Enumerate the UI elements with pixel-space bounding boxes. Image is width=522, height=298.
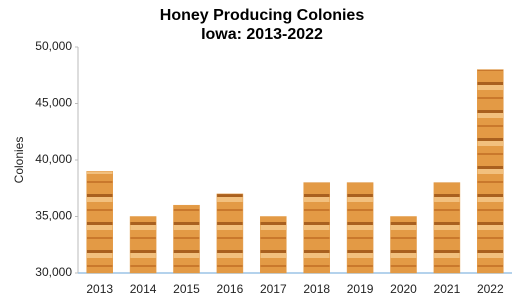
- y-tick-label: 45,000: [35, 96, 72, 110]
- bar: [87, 171, 113, 273]
- x-tick-label: 2019: [347, 282, 374, 296]
- chart: Honey Producing Colonies Iowa: 2013-2022…: [0, 0, 522, 298]
- y-tick-label: 40,000: [35, 152, 72, 166]
- bar: [217, 194, 243, 273]
- y-tick-label: 35,000: [35, 209, 72, 223]
- bar: [260, 217, 286, 274]
- x-tick-label: 2017: [260, 282, 287, 296]
- x-tick-label: 2022: [477, 282, 504, 296]
- y-tick-label: 50,000: [35, 39, 72, 53]
- x-tick-label: 2015: [173, 282, 200, 296]
- y-tick-label: 30,000: [35, 265, 72, 279]
- x-tick-label: 2016: [217, 282, 244, 296]
- bar: [390, 217, 416, 274]
- x-tick-label: 2020: [390, 282, 417, 296]
- x-tick-label: 2021: [434, 282, 461, 296]
- chart-title: Honey Producing Colonies: [160, 7, 365, 24]
- bar: [477, 70, 503, 273]
- x-tick-label: 2013: [86, 282, 113, 296]
- bar: [130, 217, 156, 274]
- bar: [347, 183, 373, 273]
- x-tick-label: 2018: [303, 282, 330, 296]
- x-tick-label: 2014: [130, 282, 157, 296]
- bar: [173, 205, 199, 273]
- bar: [304, 183, 330, 273]
- bar: [434, 183, 460, 273]
- chart-subtitle: Iowa: 2013-2022: [201, 26, 323, 43]
- y-axis-label: Colonies: [12, 137, 26, 184]
